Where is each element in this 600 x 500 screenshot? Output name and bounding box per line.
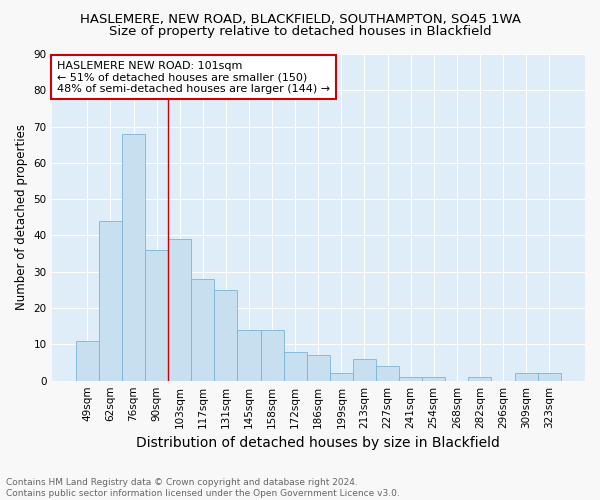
Bar [399,377,422,380]
Text: Size of property relative to detached houses in Blackfield: Size of property relative to detached ho… [109,25,491,38]
Bar [214,290,238,380]
Bar [122,134,145,380]
Bar [538,374,561,380]
Bar [330,374,353,380]
Bar [191,279,214,380]
Bar [376,366,399,380]
Text: Contains HM Land Registry data © Crown copyright and database right 2024.
Contai: Contains HM Land Registry data © Crown c… [6,478,400,498]
Bar [76,341,99,380]
Bar [515,374,538,380]
Bar [99,221,122,380]
Bar [238,330,260,380]
X-axis label: Distribution of detached houses by size in Blackfield: Distribution of detached houses by size … [136,436,500,450]
Bar [422,377,445,380]
Text: HASLEMERE, NEW ROAD, BLACKFIELD, SOUTHAMPTON, SO45 1WA: HASLEMERE, NEW ROAD, BLACKFIELD, SOUTHAM… [79,12,521,26]
Bar [145,250,168,380]
Y-axis label: Number of detached properties: Number of detached properties [15,124,28,310]
Bar [469,377,491,380]
Text: HASLEMERE NEW ROAD: 101sqm
← 51% of detached houses are smaller (150)
48% of sem: HASLEMERE NEW ROAD: 101sqm ← 51% of deta… [57,60,330,94]
Bar [284,352,307,380]
Bar [307,356,330,380]
Bar [260,330,284,380]
Bar [168,239,191,380]
Bar [353,359,376,380]
